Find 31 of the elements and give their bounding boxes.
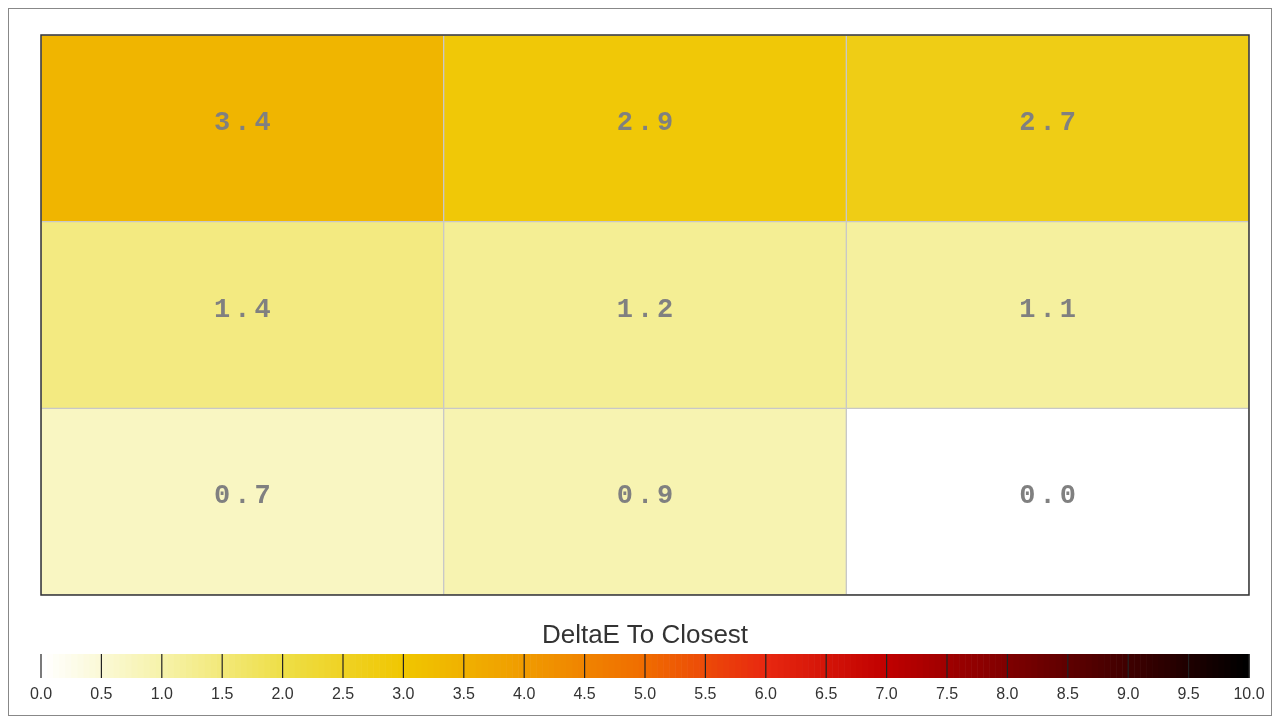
data-label: 1.1 bbox=[1019, 294, 1080, 325]
color-bar-label: 7.0 bbox=[875, 685, 898, 703]
color-bar-label: 9.0 bbox=[1117, 685, 1140, 703]
data-label: 1.2 bbox=[616, 294, 678, 325]
color-bar-label: 8.5 bbox=[1056, 685, 1080, 703]
data-label: 2.9 bbox=[616, 108, 678, 139]
color-bar-label: 4.5 bbox=[573, 685, 596, 703]
color-bar-label: 0.0 bbox=[29, 685, 53, 703]
data-label: 0.7 bbox=[214, 481, 275, 512]
color-bar-label: 5.0 bbox=[633, 685, 657, 703]
color-bar-label: 5.5 bbox=[694, 685, 717, 703]
color-bar-label: 6.0 bbox=[754, 685, 778, 703]
color-bar-label: 2.0 bbox=[271, 685, 294, 703]
data-label: 0.0 bbox=[1019, 481, 1080, 512]
color-bar-label: 8.0 bbox=[996, 685, 1019, 703]
color-bar-label: 0.5 bbox=[90, 685, 113, 703]
color-bar-label: 7.5 bbox=[935, 685, 959, 703]
color-bar-label: 1.5 bbox=[211, 685, 234, 703]
data-label: 0.9 bbox=[616, 481, 678, 512]
data-label: 3.4 bbox=[214, 108, 275, 139]
color-bar-label: 3.5 bbox=[452, 685, 476, 703]
color-bar-label: 3.0 bbox=[392, 685, 415, 703]
data-label: 1.4 bbox=[214, 294, 275, 325]
color-bar-title: DeltaE To Closest bbox=[541, 619, 749, 649]
color-bar-label: 6.5 bbox=[815, 685, 838, 703]
color-bar-label: 1.0 bbox=[150, 685, 174, 703]
color-bar-label: 10.0 bbox=[1233, 685, 1265, 703]
color-bar-label: 9.5 bbox=[1177, 685, 1200, 703]
color-bar-label: 2.5 bbox=[331, 685, 355, 703]
color-bar-label: 4.0 bbox=[513, 685, 536, 703]
data-label: 2.7 bbox=[1019, 108, 1080, 139]
